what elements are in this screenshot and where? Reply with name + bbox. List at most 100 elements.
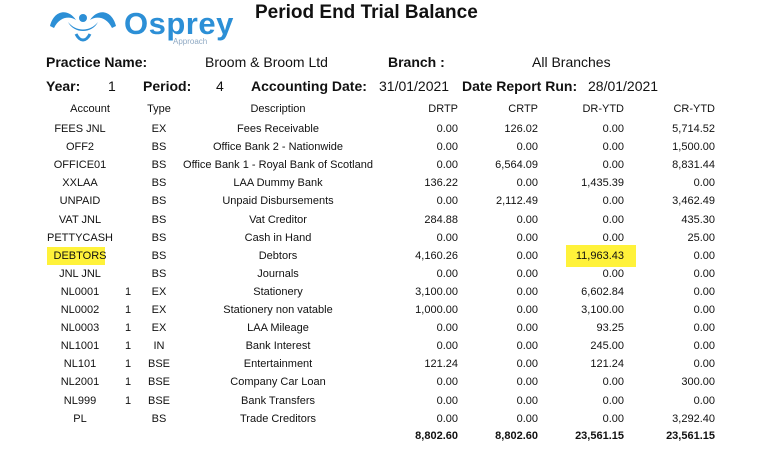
cr-ytd-cell: 5,714.52 [672, 123, 715, 135]
drtp-cell: 0.00 [436, 123, 458, 135]
cr-ytd-cell: 0.00 [693, 177, 715, 190]
description-cell: Stationery non vatable [223, 304, 333, 316]
col-cr-ytd: CR-YTD [673, 103, 715, 115]
cr-ytd-cell: 0.00 [693, 285, 715, 298]
practice-label: Practice Name: [46, 54, 148, 70]
period-value: 4 [216, 78, 224, 94]
col-dr-ytd: DR-YTD [582, 103, 624, 115]
account-cell: PL [73, 412, 87, 425]
account-cell: XXLAA [62, 177, 98, 190]
type-cell: BSE [147, 394, 170, 407]
crtp-cell: 0.00 [516, 267, 538, 280]
cr-ytd-cell: 0.00 [693, 394, 715, 407]
account-cell: NL0002 [60, 304, 100, 316]
drtp-cell: 136.22 [424, 177, 458, 190]
description-cell: Stationery [253, 285, 303, 298]
dr-ytd-cell: 0.00 [602, 213, 624, 226]
type-cell: BSE [147, 358, 170, 371]
crtp-cell: 0.00 [516, 412, 538, 425]
type-cell: BS [151, 195, 167, 208]
col-crtp: CRTP [508, 103, 538, 115]
practice-value: Broom & Broom Ltd [205, 54, 328, 70]
type-cell: BS [151, 159, 167, 172]
cr-ytd-cell: 8,831.44 [672, 159, 715, 172]
table-row: OFF2 BS Office Bank 2 - Nationwide 0.00 0.00… [0, 138, 760, 156]
drtp-cell: 0.00 [436, 267, 458, 280]
description-cell: Vat Creditor [249, 213, 307, 226]
type-cell: BS [151, 249, 167, 262]
crtp-cell: 0.00 [516, 141, 538, 154]
account-cell: NL0001 [60, 285, 100, 298]
drtp-cell: 0.00 [436, 412, 458, 425]
crtp-cell: 0.00 [516, 249, 538, 262]
table-row: NL2001 1 BSE Company Car Loan 0.00 0.00 0.00 30… [0, 373, 760, 391]
crtp-cell: 0.00 [516, 177, 538, 190]
col-drtp: DRTP [428, 103, 458, 115]
dr-ytd-cell: 0.00 [602, 159, 624, 172]
table-row: PETTYCASH BS Cash in Hand 0.00 0.00 0.00 25.00 [0, 229, 760, 247]
dr-ytd-cell: 0.00 [602, 141, 624, 154]
table-row: PL BS Trade Creditors 0.00 0.00 0.00 3,292.40 [0, 410, 760, 428]
dr-ytd-cell: 0.00 [602, 195, 624, 208]
account-cell: VAT JNL [58, 213, 102, 226]
crtp-cell: 6,564.09 [495, 159, 538, 172]
account-cell: JNL JNL [59, 267, 101, 280]
period-label: Period: [143, 78, 192, 94]
table-row: FEES JNL EX Fees Receivable 0.00 126.02 0.00 5… [0, 120, 760, 138]
drtp-cell: 1,000.00 [415, 304, 458, 316]
account-cell: NL1001 [60, 340, 100, 353]
drtp-cell: 0.00 [436, 195, 458, 208]
description-cell: LAA Mileage [247, 322, 309, 335]
group-cell: 1 [124, 340, 132, 353]
cr-ytd-cell: 0.00 [693, 267, 715, 280]
drtp-cell: 0.00 [436, 322, 458, 335]
col-description: Description [250, 103, 306, 115]
cr-ytd-cell: 0.00 [693, 358, 715, 371]
description-cell: LAA Dummy Bank [233, 177, 323, 190]
table-row: DEBTORS BS Debtors 4,160.26 0.00 11,963.43 0.0… [0, 244, 760, 267]
year-value: 1 [108, 78, 116, 94]
account-cell: FEES JNL [54, 123, 106, 135]
table-row: NL0003 1 EX LAA Mileage 0.00 0.00 93.25 0.00 [0, 319, 760, 337]
dr-ytd-cell: 6,602.84 [581, 285, 624, 298]
type-cell: BS [151, 412, 167, 425]
account-cell: OFF2 [65, 141, 95, 154]
osprey-bird-icon [50, 12, 116, 42]
group-cell: 1 [124, 358, 132, 371]
highlight-account [47, 246, 105, 265]
description-cell: Entertainment [243, 358, 313, 371]
cr-ytd-cell: 1,500.00 [672, 141, 715, 154]
drtp-cell: 3,100.00 [415, 285, 458, 298]
cr-ytd-cell: 435.30 [681, 213, 715, 226]
cr-ytd-cell: 0.00 [693, 249, 715, 262]
account-cell: UNPAID [59, 195, 101, 208]
col-type: Type [147, 103, 171, 115]
description-cell: Cash in Hand [244, 231, 312, 244]
dr-ytd-cell: 1,435.39 [581, 177, 624, 190]
cr-ytd-cell: 300.00 [681, 376, 715, 389]
group-cell: 1 [124, 376, 132, 389]
cr-ytd-cell: 3,292.40 [672, 412, 715, 425]
description-cell: Bank Transfers [241, 394, 315, 407]
table-row: VAT JNL BS Vat Creditor 284.88 0.00 0.00 435.3… [0, 211, 760, 229]
col-account: Account [70, 103, 110, 115]
description-cell: Journals [257, 267, 299, 280]
table-row: NL101 1 BSE Entertainment 121.24 0.00 121.24 0.… [0, 355, 760, 373]
description-cell: Unpaid Disbursements [222, 195, 334, 208]
drtp-cell: 0.00 [436, 394, 458, 407]
crtp-cell: 0.00 [516, 340, 538, 353]
type-cell: EX [151, 304, 167, 316]
report-title: Period End Trial Balance [255, 2, 478, 23]
description-cell: Office Bank 1 - Royal Bank of Scotland [183, 159, 373, 172]
drtp-cell: 0.00 [436, 231, 458, 244]
cr-ytd-cell: 3,462.49 [672, 195, 715, 208]
dr-ytd-cell: 121.24 [590, 358, 624, 371]
cr-ytd-cell: 25.00 [687, 231, 715, 244]
drtp-cell: 121.24 [424, 358, 458, 371]
table-row: NL999 1 BSE Bank Transfers 0.00 0.00 0.00 0.00 [0, 392, 760, 410]
group-cell: 1 [124, 304, 132, 316]
type-cell: BS [151, 231, 167, 244]
description-cell: Office Bank 2 - Nationwide [212, 141, 344, 154]
drtp-cell: 284.88 [424, 213, 458, 226]
type-cell: IN [153, 340, 165, 353]
